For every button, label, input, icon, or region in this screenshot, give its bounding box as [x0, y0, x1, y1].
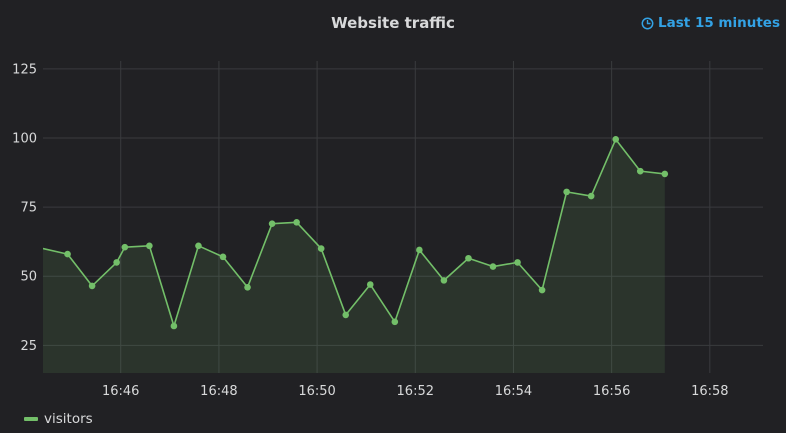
data-point	[440, 277, 448, 284]
x-tick-label: 16:54	[495, 384, 532, 399]
data-point	[612, 136, 620, 143]
data-point	[465, 254, 472, 262]
clock-icon	[641, 17, 654, 29]
y-tick-label: 25	[20, 339, 37, 354]
panel-title[interactable]: Website traffic	[331, 14, 455, 32]
time-range-button[interactable]: Last 15 minutes	[641, 15, 780, 31]
data-point	[342, 311, 350, 319]
series-group	[43, 136, 669, 373]
legend-item-visitors[interactable]: visitors	[24, 411, 93, 427]
data-point	[366, 281, 374, 288]
y-tick-label: 100	[12, 131, 37, 146]
data-point	[64, 250, 71, 258]
data-point	[195, 242, 202, 250]
time-range-label: Last 15 minutes	[658, 15, 780, 31]
data-point	[489, 263, 497, 270]
data-point	[391, 318, 399, 326]
data-point	[293, 218, 300, 226]
data-point	[661, 170, 669, 178]
data-point	[170, 322, 178, 330]
data-point	[514, 259, 521, 266]
x-tick-label: 16:52	[397, 384, 434, 399]
data-point	[219, 253, 227, 261]
x-tick-label: 16:46	[102, 384, 139, 399]
y-tick-label: 125	[12, 62, 37, 77]
legend-label: visitors	[44, 411, 93, 427]
data-point	[538, 286, 546, 294]
legend-swatch	[24, 417, 38, 421]
series-area-fill	[43, 139, 665, 373]
data-point	[268, 220, 276, 227]
data-point	[121, 243, 129, 251]
data-point	[317, 245, 325, 252]
x-tick-label: 16:56	[593, 384, 630, 399]
data-point	[416, 246, 423, 254]
x-tick-label: 16:50	[298, 384, 335, 399]
data-point	[563, 188, 570, 196]
x-tick-label: 16:58	[691, 384, 728, 399]
x-tick-label: 16:48	[200, 384, 237, 399]
data-point	[636, 167, 644, 175]
y-tick-label: 75	[20, 201, 37, 216]
data-point	[113, 259, 120, 266]
data-point	[587, 192, 595, 200]
data-point	[88, 282, 96, 290]
data-point	[244, 283, 251, 291]
data-point	[146, 242, 153, 250]
y-tick-label: 50	[20, 270, 37, 285]
